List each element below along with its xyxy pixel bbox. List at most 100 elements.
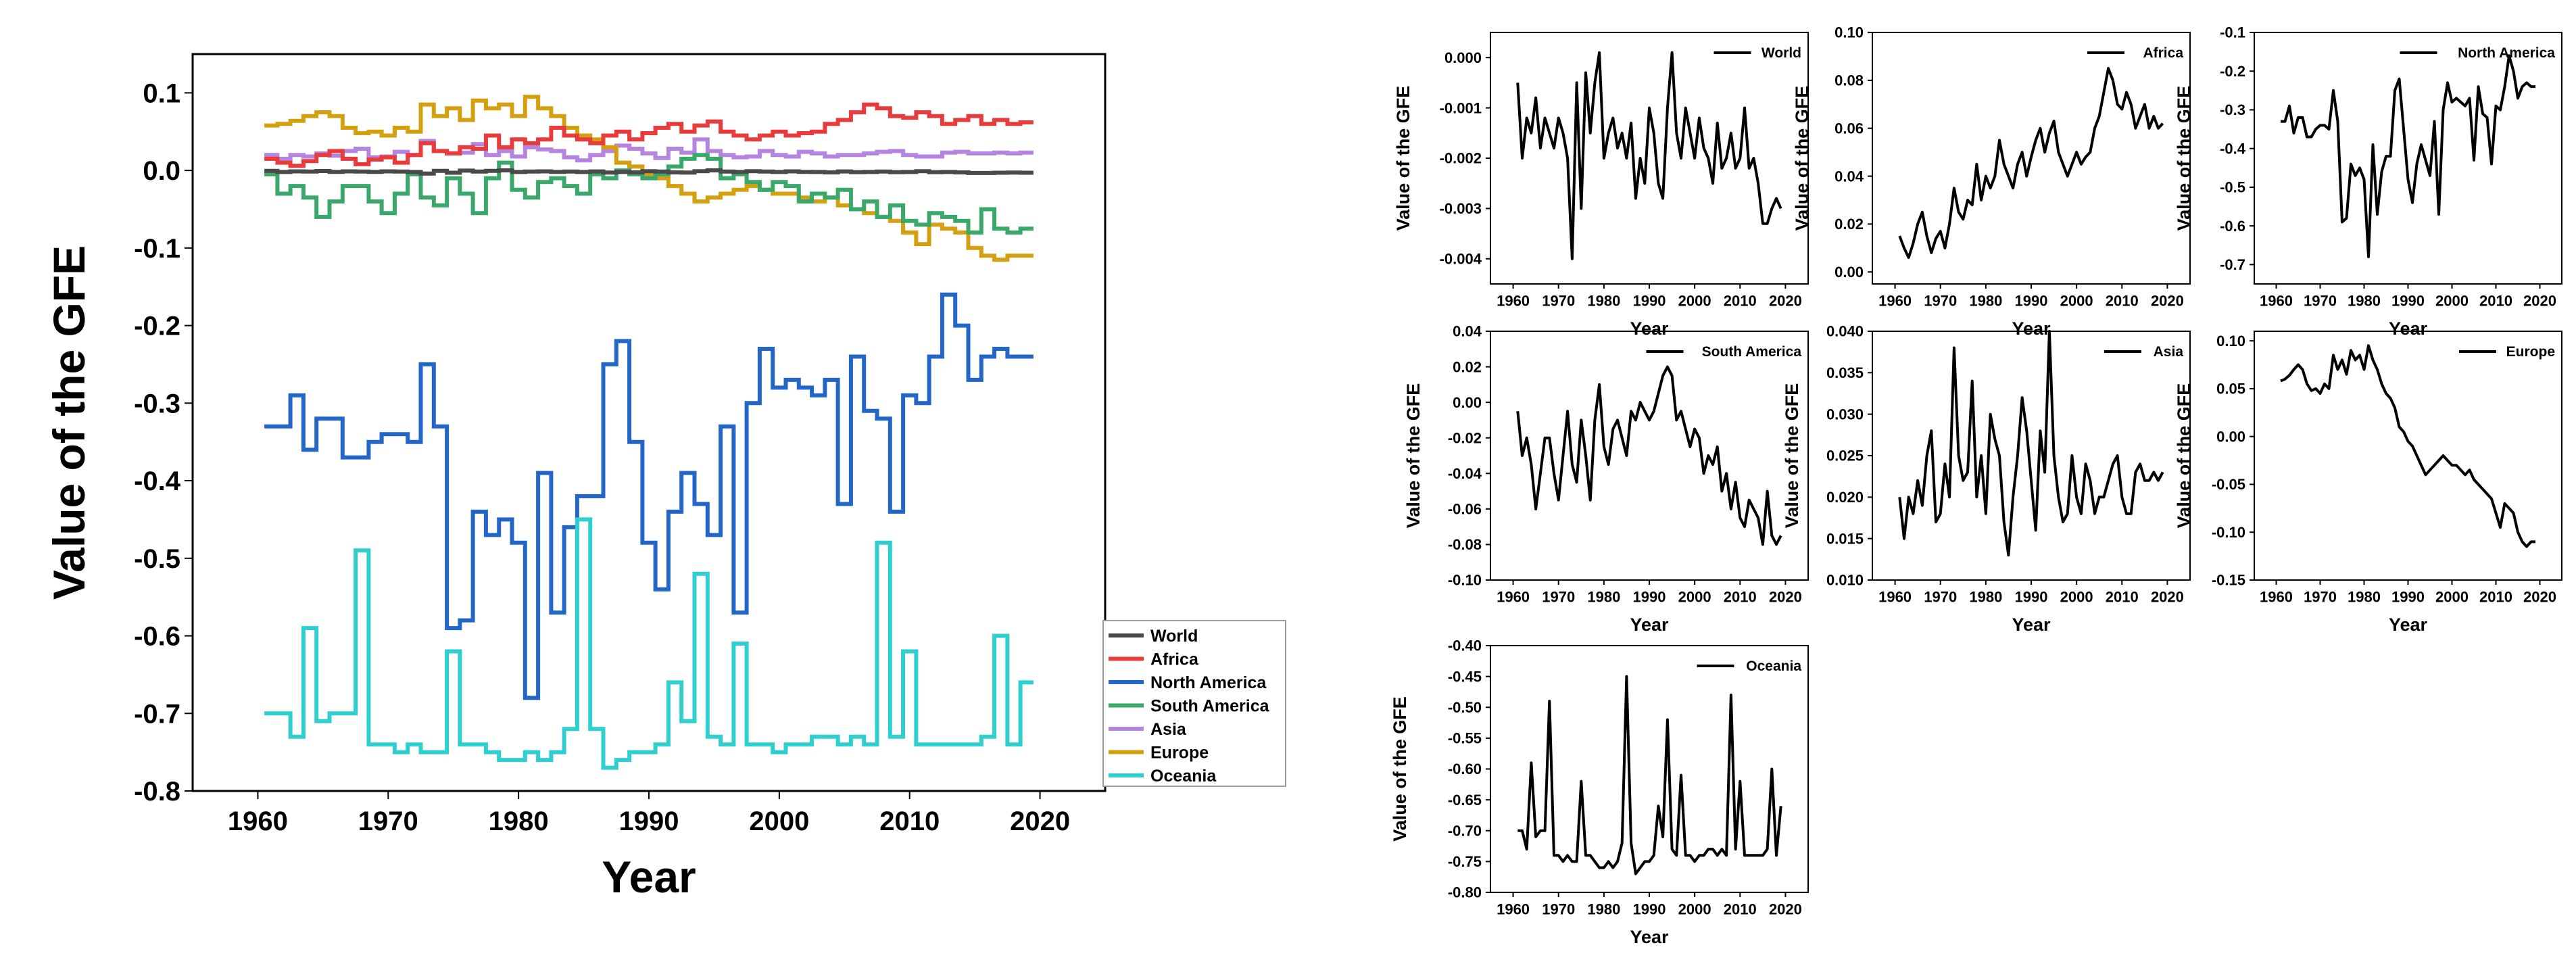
x-tick-label: 1980 <box>1587 588 1620 605</box>
y-axis-label: Value of the GFE <box>1390 696 1410 842</box>
x-axis-label: Year <box>1630 318 1669 339</box>
x-tick-label: 1960 <box>2260 588 2293 605</box>
series-line-oceania <box>1517 675 1782 875</box>
y-tick-label: -0.60 <box>1448 761 1482 777</box>
y-tick-label: -0.02 <box>1448 429 1482 446</box>
series-line-south-america <box>264 153 1034 235</box>
subplot-world: 1960 1970 1980 1990 2000 2010 2020 0.000 -0.001 -… <box>1393 32 1809 339</box>
subplot-asia: 1960 1970 1980 1990 2000 2010 2020 0.040 0.035 0.… <box>1782 323 2191 635</box>
y-tick-label: -0.004 <box>1440 251 1482 268</box>
x-tick-label: 1970 <box>2304 588 2337 605</box>
y-tick-label: -0.6 <box>2220 218 2245 235</box>
x-tick-label: 1970 <box>1542 900 1575 917</box>
y-tick-label: -0.15 <box>2212 572 2245 589</box>
y-tick-label: -0.003 <box>1440 200 1482 217</box>
subplot-africa: 1960 1970 1980 1990 2000 2010 2020 0.00 0.02 0.04… <box>1792 24 2191 339</box>
subplot-oceania: 1960 1970 1980 1990 2000 2010 2020 -0.40 -0.45 -0… <box>1390 638 1809 947</box>
x-tick-label: 2020 <box>2151 588 2184 605</box>
y-tick-label: -0.08 <box>1448 536 1482 553</box>
legend-label-north-america: North America <box>1150 673 1267 692</box>
x-axis-label: Year <box>2012 615 2051 635</box>
y-axis-label: Value of the GFE <box>1792 86 1812 231</box>
y-tick-label: 0.00 <box>1834 264 1864 281</box>
y-axis-label: Value of the GFE <box>1782 383 1802 529</box>
x-tick-label: 1990 <box>2391 292 2425 309</box>
y-axis-label: Value of the GFE <box>2174 86 2194 231</box>
x-tick-label: 1980 <box>1587 292 1620 309</box>
y-tick-label: -0.3 <box>134 389 180 418</box>
y-tick-label: -0.80 <box>1448 884 1482 901</box>
y-axis-label: Value of the GFE <box>2174 383 2194 529</box>
y-tick-label: -0.06 <box>1448 501 1482 518</box>
y-tick-label: -0.2 <box>2220 63 2245 80</box>
x-tick-label: 1960 <box>1497 588 1530 605</box>
subplot-europe: 1960 1970 1980 1990 2000 2010 2020 0.10 0.05 0.00… <box>2174 331 2562 635</box>
x-tick-label: 1980 <box>1587 900 1620 917</box>
y-tick-label: -0.5 <box>134 544 180 574</box>
x-tick-label: 1990 <box>1633 900 1666 917</box>
x-tick-label: 2010 <box>1724 588 1757 605</box>
x-tick-label: 1960 <box>1878 588 1912 605</box>
subplot-legend-label: Europe <box>2506 344 2555 360</box>
x-tick-label: 1960 <box>228 807 288 836</box>
y-tick-label: -0.7 <box>134 699 180 729</box>
x-tick-label: 1970 <box>358 807 418 836</box>
y-tick-label: -0.002 <box>1440 150 1482 167</box>
x-axis-label: Year <box>1630 615 1669 635</box>
y-tick-label: -0.50 <box>1448 699 1482 716</box>
x-tick-label: 1990 <box>1633 292 1666 309</box>
x-tick-label: 1970 <box>1542 588 1575 605</box>
series-line-europe <box>2280 344 2535 548</box>
y-tick-label: 0.00 <box>1453 394 1482 411</box>
subplot-legend-label: South America <box>1702 344 1802 360</box>
series-line-north-america <box>2281 54 2535 258</box>
plot-frame <box>1490 331 1809 581</box>
series-line-africa <box>264 102 1034 168</box>
x-tick-label: 2000 <box>749 807 809 836</box>
y-tick-label: 0.06 <box>1834 120 1864 137</box>
x-tick-label: 1960 <box>2260 292 2293 309</box>
legend-label-africa: Africa <box>1150 650 1199 669</box>
y-tick-label: -0.6 <box>134 622 180 652</box>
x-tick-label: 1980 <box>2348 292 2381 309</box>
y-tick-label: 0.0 <box>143 156 180 186</box>
x-tick-label: 1990 <box>2015 292 2048 309</box>
y-tick-label: 0.00 <box>2216 428 2245 445</box>
plot-frame <box>1872 331 2191 581</box>
x-axis-label: Year <box>1630 927 1669 947</box>
series-line-asia <box>1898 330 2164 557</box>
plot-frame <box>2254 32 2562 285</box>
y-axis-label: Value of the GFE <box>44 245 94 600</box>
x-tick-label: 1960 <box>1497 900 1530 917</box>
x-tick-label: 2020 <box>1769 900 1802 917</box>
y-tick-label: -0.10 <box>1448 572 1482 589</box>
plot-frame <box>191 53 1107 792</box>
x-tick-label: 1990 <box>2391 588 2425 605</box>
legend-label-oceania: Oceania <box>1150 767 1217 786</box>
x-tick-label: 2000 <box>2060 588 2093 605</box>
x-tick-label: 2010 <box>1724 900 1757 917</box>
y-tick-label: 0.02 <box>1834 216 1864 233</box>
x-tick-label: 1990 <box>1633 588 1666 605</box>
x-tick-label: 1980 <box>1969 292 2002 309</box>
x-tick-label: 2010 <box>2106 588 2139 605</box>
y-tick-label: 0.030 <box>1826 406 1864 423</box>
y-tick-label: -0.70 <box>1448 822 1482 839</box>
x-tick-label: 1960 <box>1497 292 1530 309</box>
y-tick-label: -0.40 <box>1448 638 1482 654</box>
y-tick-label: 0.10 <box>2216 333 2245 350</box>
x-tick-label: 1980 <box>489 807 549 836</box>
subplot-north-america: 1960 1970 1980 1990 2000 2010 2020 -0.1 -0.2 -0.3… <box>2174 24 2562 339</box>
x-tick-label: 2020 <box>1769 292 1802 309</box>
y-tick-label: -0.10 <box>2212 524 2245 541</box>
y-tick-label: 0.040 <box>1826 323 1864 340</box>
legend-label-world: World <box>1150 627 1198 646</box>
subplot-south-america: 1960 1970 1980 1990 2000 2010 2020 0.04 0.02 0.00… <box>1403 323 1809 635</box>
y-tick-label: -0.3 <box>2220 101 2245 118</box>
x-tick-label: 1990 <box>2015 588 2048 605</box>
y-tick-label: 0.04 <box>1453 323 1482 340</box>
x-tick-label: 1980 <box>1969 588 2002 605</box>
y-tick-label: 0.08 <box>1834 72 1864 89</box>
y-tick-label: -0.05 <box>2212 476 2245 493</box>
y-tick-label: -0.45 <box>1448 668 1482 685</box>
